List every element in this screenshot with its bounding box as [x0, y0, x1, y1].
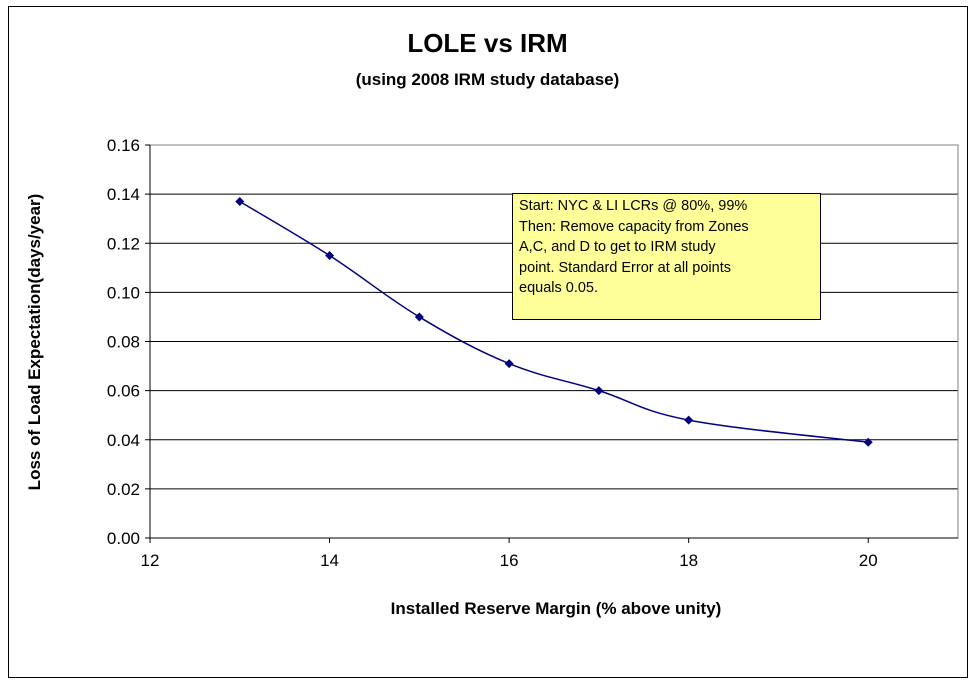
x-tick-label: 18: [679, 551, 698, 570]
annotation-line: Start: NYC & LI LCRs @ 80%, 99%: [519, 198, 748, 214]
chart-subtitle: (using 2008 IRM study database): [355, 70, 620, 89]
x-tick-label: 14: [320, 551, 339, 570]
annotation-line: A,C, and D to get to IRM study: [519, 239, 716, 255]
y-tick-label: 0.08: [107, 333, 140, 352]
y-tick-label: 0.04: [107, 431, 140, 450]
annotation-box: Start: NYC & LI LCRs @ 80%, 99% Then: Re…: [512, 193, 821, 320]
data-point: [414, 312, 424, 322]
data-point: [863, 437, 873, 447]
x-tick-label: 20: [859, 551, 878, 570]
y-tick-label: 0.02: [107, 480, 140, 499]
y-tick-label: 0.00: [107, 529, 140, 548]
x-tick-label: 12: [141, 551, 160, 570]
annotation-line: equals 0.05.: [519, 280, 599, 296]
data-point: [325, 251, 335, 261]
y-tick-label: 0.16: [107, 136, 140, 155]
chart-title: LOLE vs IRM: [407, 28, 568, 58]
annotation-line: Then: Remove capacity from Zones: [519, 218, 749, 235]
y-tick-label: 0.14: [107, 185, 140, 204]
y-tick-label: 0.06: [107, 382, 140, 401]
annotation-line: point. Standard Error at all points: [519, 259, 731, 276]
axes: 0.00 0.02 0.04 0.06 0.08 0.10 0.12 0.14 0.16 12 14…: [107, 136, 958, 570]
data-point: [504, 359, 514, 369]
y-tick-label: 0.12: [107, 234, 140, 253]
data-point: [594, 386, 604, 396]
data-point: [684, 415, 694, 425]
y-tick-label: 0.10: [107, 283, 140, 302]
y-axis-label: Loss of Load Expectation(days/year): [25, 194, 44, 491]
data-point: [235, 196, 245, 206]
x-tick-label: 16: [500, 551, 519, 570]
x-axis-label: Installed Reserve Margin (% above unity): [391, 599, 722, 618]
series: [235, 196, 873, 447]
